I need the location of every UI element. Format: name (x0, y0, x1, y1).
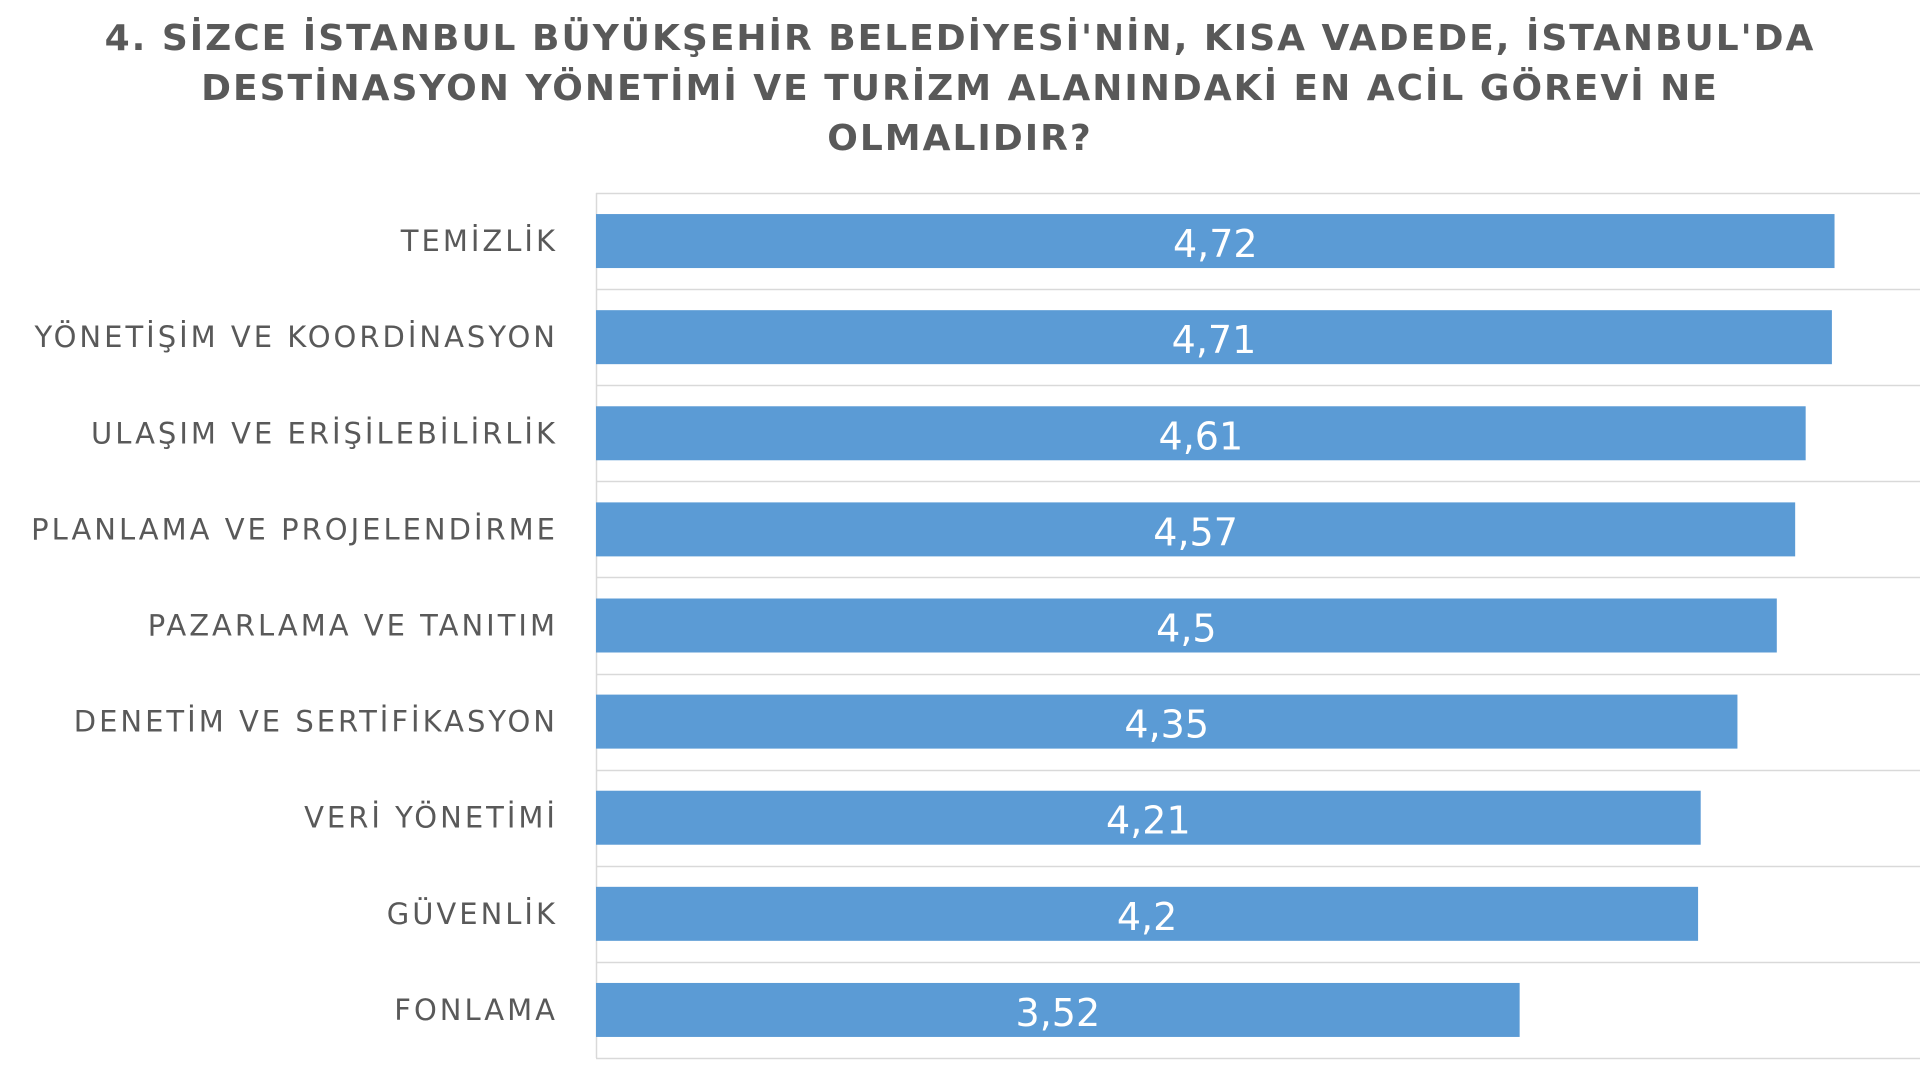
category-label: YÖNETİŞİM VE KOORDİNASYON (33, 320, 558, 354)
bar (596, 790, 1701, 845)
data-label: 4,61 (1159, 414, 1244, 458)
category-label: TEMİZLİK (400, 224, 558, 258)
data-label: 4,57 (1153, 510, 1238, 554)
category-label: ULAŞIM VE ERİŞİLEBİLİRLİK (91, 416, 558, 450)
bar (596, 310, 1832, 365)
bar (596, 214, 1835, 269)
data-label: 4,21 (1106, 799, 1191, 843)
category-label: PLANLAMA VE PROJELENDİRME (31, 512, 558, 546)
chart-title-line-2: DESTİNASYON YÖNETİMİ VE TURİZM ALANINDAK… (201, 68, 1719, 109)
chart-title: 4. SİZCE İSTANBUL BÜYÜKŞEHİR BELEDİYESİ'… (0, 14, 1920, 164)
category-label: DENETİM VE SERTİFİKASYON (74, 705, 558, 739)
category-label: PAZARLAMA VE TANITIM (148, 609, 558, 643)
chart-title-line-3: OLMALIDIR? (827, 118, 1093, 159)
data-label: 4,72 (1173, 222, 1258, 266)
data-label: 4,2 (1117, 895, 1177, 939)
bar (596, 982, 1520, 1037)
bar (596, 694, 1738, 749)
data-label: 4,71 (1172, 318, 1257, 362)
data-label: 4,35 (1124, 703, 1209, 747)
chart-title-line-1: 4. SİZCE İSTANBUL BÜYÜKŞEHİR BELEDİYESİ'… (104, 18, 1816, 59)
data-label: 4,5 (1156, 607, 1216, 651)
bar (596, 598, 1777, 653)
category-label: VERİ YÖNETİMİ (304, 801, 558, 835)
bar (596, 886, 1699, 941)
data-label: 3,52 (1016, 991, 1101, 1035)
bar (596, 406, 1806, 461)
bar (596, 502, 1796, 557)
category-label: GÜVENLİK (387, 897, 558, 931)
category-label: FONLAMA (394, 993, 558, 1027)
